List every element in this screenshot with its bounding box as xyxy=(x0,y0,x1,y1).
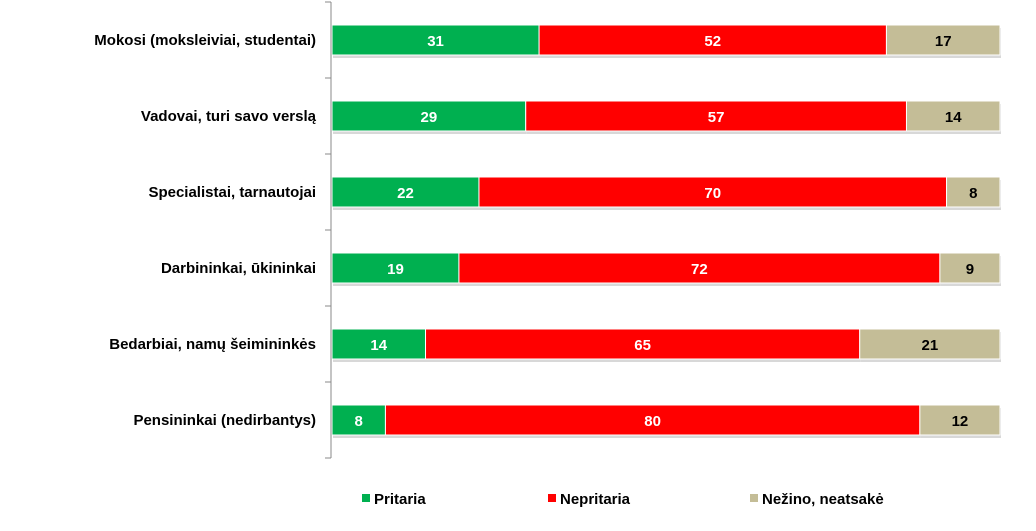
bar-segment-ne-ino-neatsak- xyxy=(919,404,1001,436)
data-label: 19 xyxy=(387,261,404,278)
category-label: Mokosi (moksleiviai, studentai) xyxy=(94,32,316,49)
data-label: 14 xyxy=(945,109,962,126)
bar-segment-nepritaria xyxy=(425,328,861,360)
bar-segment-pritaria xyxy=(331,404,386,436)
legend-label: Pritaria xyxy=(374,491,426,508)
data-label: 14 xyxy=(370,337,387,354)
bar-segment-pritaria xyxy=(331,252,460,284)
data-label: 22 xyxy=(397,185,414,202)
bar-segment-nepritaria xyxy=(384,404,921,436)
category-label: Bedarbiai, namų šeimininkės xyxy=(109,336,316,353)
data-label: 72 xyxy=(691,261,708,278)
bar-segment-pritaria xyxy=(331,24,540,56)
bar-segment-ne-ino-neatsak- xyxy=(859,328,1001,360)
data-label: 12 xyxy=(952,413,969,430)
category-label: Darbininkai, ūkininkai xyxy=(161,260,316,277)
data-label: 80 xyxy=(644,413,661,430)
bar-segment-ne-ino-neatsak- xyxy=(885,24,1001,56)
data-label: 8 xyxy=(355,413,363,430)
data-label: 8 xyxy=(969,185,977,202)
data-label: 57 xyxy=(708,109,725,126)
category-label: Pensininkai (nedirbantys) xyxy=(133,412,316,429)
bar-segment-pritaria xyxy=(331,176,480,208)
legend-swatch xyxy=(750,494,758,502)
data-label: 65 xyxy=(634,337,651,354)
category-label: Specialistai, tarnautojai xyxy=(148,184,316,201)
data-label: 70 xyxy=(704,185,721,202)
bar-segment-pritaria xyxy=(331,328,427,360)
legend-label: Nepritaria xyxy=(560,491,631,508)
bar-segment-ne-ino-neatsak- xyxy=(905,100,1001,132)
bar-segment-nepritaria xyxy=(525,100,907,132)
legend-swatch xyxy=(362,494,370,502)
bar-segment-nepritaria xyxy=(458,252,941,284)
category-label: Vadovai, turi savo verslą xyxy=(141,108,317,125)
data-label: 31 xyxy=(427,33,444,50)
bar-segment-ne-ino-neatsak- xyxy=(946,176,1001,208)
data-label: 21 xyxy=(922,337,939,354)
data-label: 29 xyxy=(421,109,438,126)
legend-swatch xyxy=(548,494,556,502)
bar-segment-nepritaria xyxy=(478,176,948,208)
bar-segment-ne-ino-neatsak- xyxy=(939,252,1001,284)
legend-label: Nežino, neatsakė xyxy=(762,491,884,508)
data-label: 17 xyxy=(935,33,952,50)
data-label: 52 xyxy=(704,33,721,50)
data-label: 9 xyxy=(966,261,974,278)
